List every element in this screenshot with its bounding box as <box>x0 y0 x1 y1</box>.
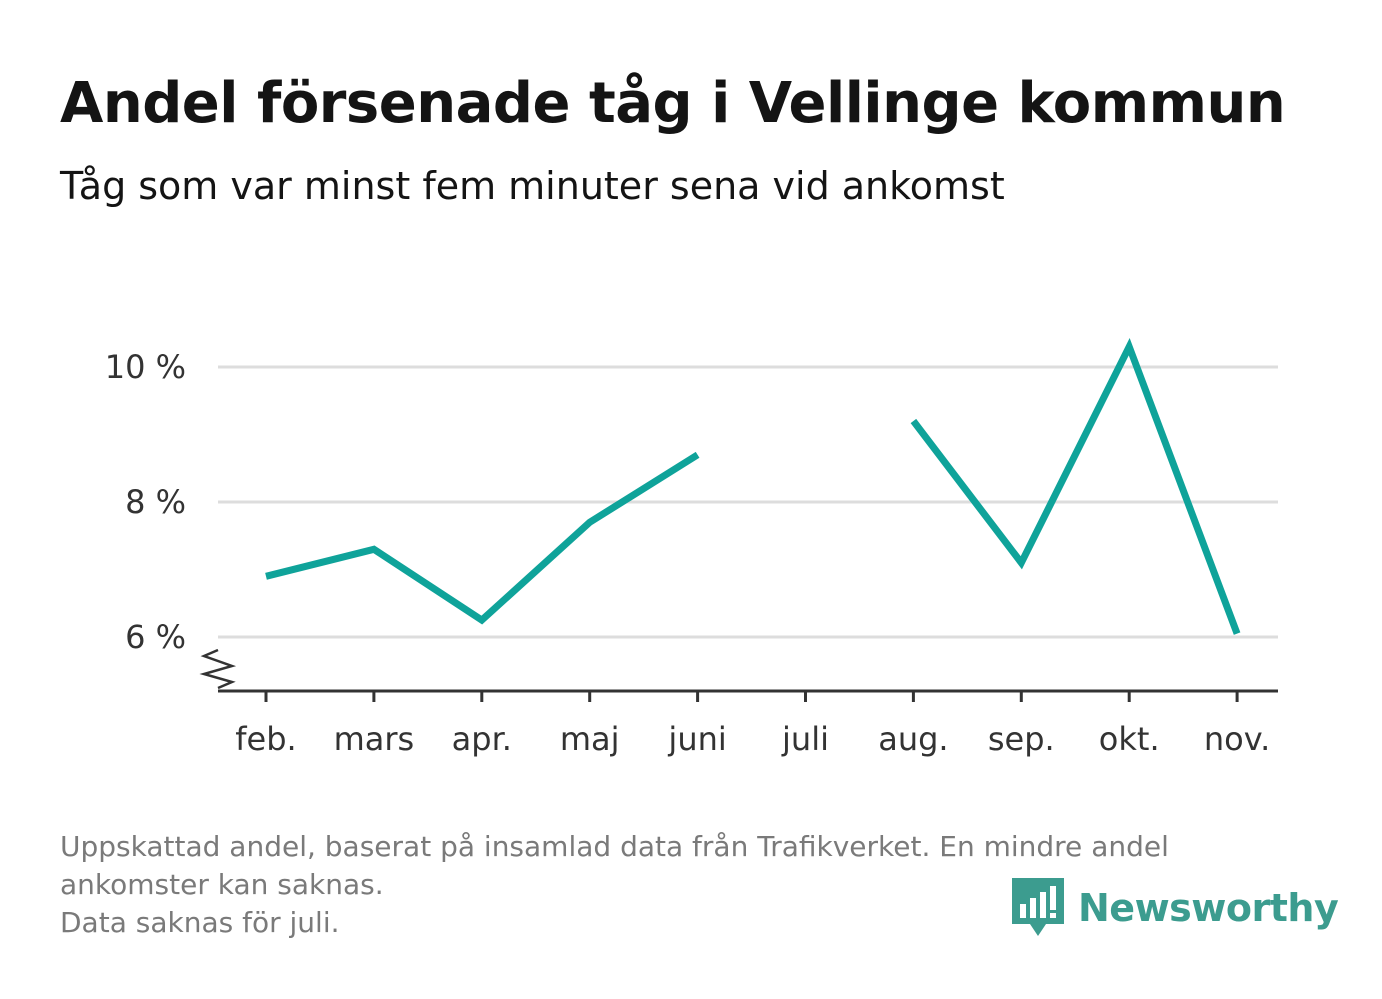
x-tick-label: sep. <box>988 720 1055 758</box>
x-tick-label: okt. <box>1099 720 1160 758</box>
x-tick-label: aug. <box>878 720 948 758</box>
x-tick-label: apr. <box>452 720 512 758</box>
newsworthy-logo-icon <box>1012 878 1064 936</box>
x-axis <box>199 648 1278 702</box>
chart-subtitle: Tåg som var minst fem minuter sena vid a… <box>60 164 1005 208</box>
x-tick-label: juni <box>667 720 726 758</box>
footnote-line-2: ankomster kan saknas. <box>60 868 384 901</box>
x-tick-label: mars <box>334 720 415 758</box>
x-axis-labels: feb. mars apr. maj juni juli aug. sep. okt. nov. <box>235 720 1270 758</box>
x-tick-label: feb. <box>235 720 296 758</box>
y-axis-break <box>199 648 237 690</box>
y-tick-label: 6 % <box>125 618 186 656</box>
y-axis-labels: 6 % 8 % 10 % <box>105 348 186 656</box>
brand-name: Newsworthy <box>1078 886 1339 930</box>
gridlines <box>218 365 1278 639</box>
brand-logo: Newsworthy <box>1012 876 1339 940</box>
footnote-line-1: Uppskattad andel, baserat på insamlad da… <box>60 830 1169 863</box>
y-tick-label: 8 % <box>125 483 186 521</box>
x-tick-label: maj <box>560 720 620 758</box>
footnote: Uppskattad andel, baserat på insamlad da… <box>60 828 1320 942</box>
x-tick-label: nov. <box>1204 720 1270 758</box>
y-tick-label: 10 % <box>105 348 186 386</box>
data-series <box>265 337 1241 635</box>
x-tick-label: juli <box>781 720 829 758</box>
footnote-line-3: Data saknas för juli. <box>60 906 340 939</box>
series-line <box>910 337 1241 635</box>
chart-title: Andel försenade tåg i Vellinge kommun <box>60 71 1286 136</box>
series-line <box>265 451 700 625</box>
